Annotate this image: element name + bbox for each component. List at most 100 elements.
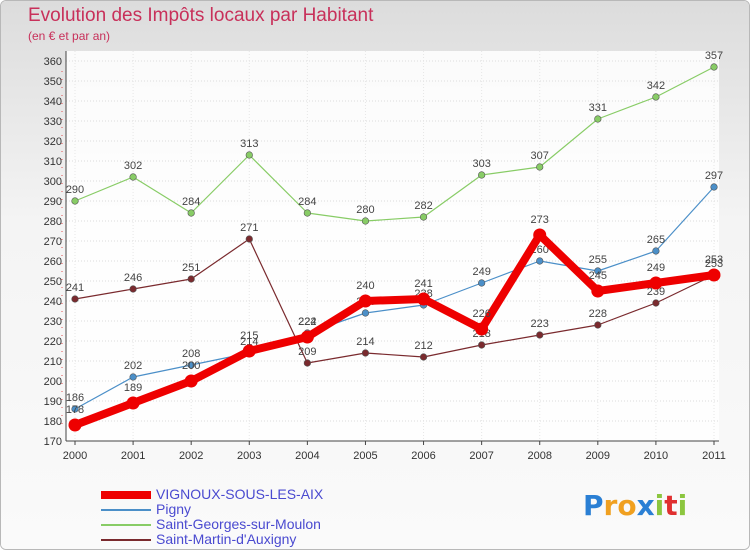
series-line-saint-martin-d-auxigny: [74, 238, 715, 364]
data-point-vignoux-sous-les-aix: [242, 344, 256, 358]
data-label-saint-georges-sur-moulon: 313: [240, 138, 258, 150]
data-point-vignoux-sous-les-aix: [649, 276, 663, 290]
series-line-saint-georges-sur-moulon: [74, 66, 715, 222]
data-point-vignoux-sous-les-aix: [358, 294, 372, 308]
data-point-saint-martin-d-auxigny: [129, 285, 137, 293]
data-label-saint-georges-sur-moulon: 302: [124, 160, 142, 172]
data-point-saint-martin-d-auxigny: [71, 295, 79, 303]
data-label-saint-martin-d-auxigny: 209: [298, 346, 316, 358]
data-label-vignoux-sous-les-aix: 245: [589, 270, 607, 282]
data-point-saint-georges-sur-moulon: [652, 93, 660, 101]
data-label-pigny: 249: [472, 266, 490, 278]
data-point-pigny: [129, 373, 137, 381]
data-label-saint-georges-sur-moulon: 284: [182, 196, 200, 208]
data-point-pigny: [361, 309, 370, 317]
legend-label-pigny: Pigny: [156, 501, 192, 517]
data-label-saint-martin-d-auxigny: 253: [705, 258, 723, 270]
data-point-vignoux-sous-les-aix: [475, 322, 489, 336]
legend-label-saint-georges: Saint-Georges-sur-Moulon: [156, 516, 321, 532]
data-point-pigny: [478, 279, 486, 287]
x-tick-label: 2004: [295, 450, 319, 462]
y-tick-label: 200: [44, 376, 62, 388]
data-label-vignoux-sous-les-aix: 215: [240, 330, 258, 342]
data-label-pigny: 202: [124, 360, 142, 372]
logo-letter: o: [617, 489, 637, 522]
proxiti-logo: Proxiti: [583, 489, 687, 522]
data-point-pigny: [187, 361, 195, 369]
data-point-vignoux-sous-les-aix: [300, 330, 314, 344]
data-label-saint-martin-d-auxigny: 228: [589, 308, 607, 320]
x-tick-label: 2002: [179, 450, 203, 462]
data-label-saint-martin-d-auxigny: 214: [356, 336, 374, 348]
data-point-pigny: [652, 247, 660, 255]
plot-area: [66, 51, 719, 441]
y-tick-label: 320: [44, 136, 62, 148]
logo-letter: r: [603, 489, 618, 522]
data-label-vignoux-sous-les-aix: 273: [531, 214, 549, 226]
data-label-saint-georges-sur-moulon: 282: [414, 200, 432, 212]
legend-swatch-vignoux: [101, 491, 151, 499]
data-label-vignoux-sous-les-aix: 241: [414, 278, 432, 290]
data-point-saint-martin-d-auxigny: [303, 359, 311, 367]
logo-letter: x: [636, 489, 655, 522]
x-tick-label: 2008: [527, 450, 551, 462]
data-label-saint-georges-sur-moulon: 280: [356, 204, 374, 216]
legend-swatch-pigny: [101, 509, 151, 511]
data-label-saint-martin-d-auxigny: 241: [66, 282, 84, 294]
data-point-saint-georges-sur-moulon: [361, 217, 370, 225]
x-tick-label: 2006: [411, 450, 435, 462]
chart-title: Evolution des Impôts locaux par Habitant: [28, 5, 374, 26]
data-label-saint-georges-sur-moulon: 290: [66, 184, 84, 196]
y-tick-label: 220: [44, 336, 62, 348]
data-point-saint-martin-d-auxigny: [594, 321, 602, 329]
data-point-pigny: [536, 257, 544, 265]
logo-letter: i: [654, 489, 665, 522]
x-tick-label: 2010: [644, 450, 668, 462]
y-tick-label: 300: [44, 176, 62, 188]
data-label-saint-georges-sur-moulon: 284: [298, 196, 316, 208]
y-tick-label: 170: [44, 436, 62, 448]
data-point-saint-martin-d-auxigny: [536, 331, 544, 339]
y-tick-label: 270: [44, 236, 62, 248]
data-point-vignoux-sous-les-aix: [68, 418, 82, 432]
data-label-pigny: 224: [298, 316, 316, 328]
data-point-saint-georges-sur-moulon: [594, 115, 602, 123]
legend-label-saint-martin: Saint-Martin-d'Auxigny: [156, 531, 297, 547]
data-label-saint-martin-d-auxigny: 212: [414, 340, 432, 352]
y-tick-label: 190: [44, 396, 62, 408]
data-label-saint-georges-sur-moulon: 303: [472, 158, 490, 170]
data-point-saint-georges-sur-moulon: [478, 171, 486, 179]
data-label-saint-georges-sur-moulon: 342: [647, 80, 665, 92]
logo-letter: P: [583, 489, 604, 522]
data-point-pigny: [594, 267, 602, 275]
data-point-saint-martin-d-auxigny: [478, 341, 486, 349]
y-tick-label: 240: [44, 296, 62, 308]
series-line-vignoux-sous-les-aix: [71, 231, 718, 429]
logo-letter: i: [677, 489, 688, 522]
legend-label-vignoux: VIGNOUX-SOUS-LES-AIX: [156, 486, 324, 502]
y-tick-label: 340: [44, 96, 62, 108]
data-label-saint-martin-d-auxigny: 223: [531, 318, 549, 330]
legend-swatch-saint-martin: [101, 539, 151, 541]
y-tick-label: 210: [44, 356, 62, 368]
data-point-saint-martin-d-auxigny: [419, 353, 428, 361]
x-tick-label: 2001: [121, 450, 145, 462]
data-label-saint-martin-d-auxigny: 271: [240, 222, 258, 234]
data-label-saint-martin-d-auxigny: 251: [182, 262, 200, 274]
data-label-pigny: 297: [705, 170, 723, 182]
data-label-pigny: 214: [240, 336, 258, 348]
data-point-saint-georges-sur-moulon: [187, 209, 195, 217]
x-tick-label: 2007: [469, 450, 493, 462]
data-point-vignoux-sous-les-aix: [184, 374, 198, 388]
data-label-pigny: 265: [647, 234, 665, 246]
data-label-vignoux-sous-les-aix: 240: [356, 280, 374, 292]
data-label-pigny: 186: [66, 392, 84, 404]
data-label-vignoux-sous-les-aix: 226: [472, 308, 490, 320]
x-tick-label: 2000: [63, 450, 87, 462]
y-tick-label: 280: [44, 216, 62, 228]
series-line-pigny: [74, 186, 715, 410]
y-tick-label: 290: [44, 196, 62, 208]
data-point-saint-georges-sur-moulon: [303, 209, 311, 217]
